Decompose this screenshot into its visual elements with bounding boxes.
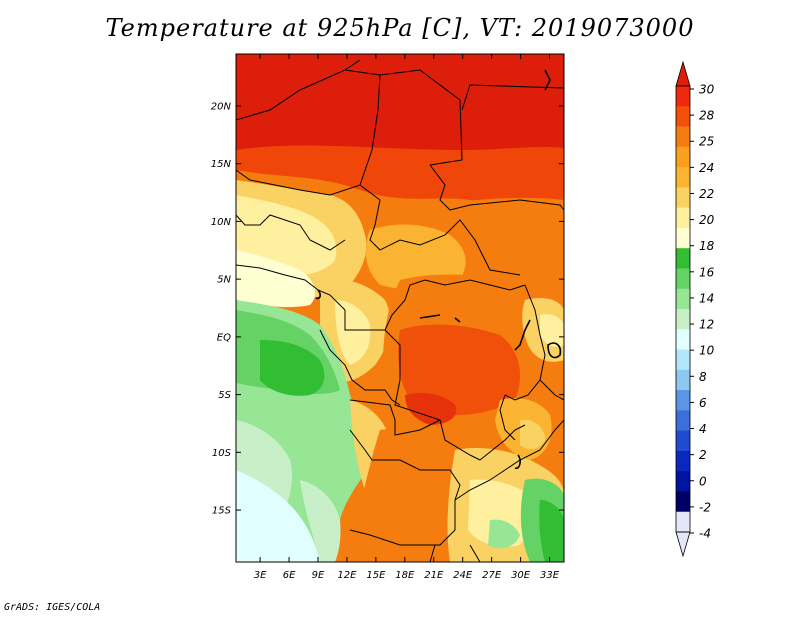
lakes-coastline (315, 69, 562, 470)
map-axes: 20N 15N 10N 5N EQ 5S 10S 15S 3E 6E 9E 12E 15E 18E 21E 2… (211, 54, 564, 581)
colorbar-label: 12 (699, 318, 714, 332)
colorbar-label: 4 (699, 422, 707, 436)
colorbar-band (676, 511, 690, 533)
colorbar-label: 18 (699, 239, 715, 253)
colorbar-label: 10 (699, 344, 715, 358)
colorbar-label: 30 (699, 83, 715, 97)
lon-tick-label: 18E (395, 570, 415, 581)
colorbar-label: 0 (699, 474, 707, 488)
lat-tick-label: 20N (211, 101, 232, 112)
colorbar-band (676, 349, 690, 371)
colorbar-label: 6 (699, 396, 707, 410)
colorbar-band (676, 491, 690, 513)
colorbar-frame (675, 85, 691, 533)
colorbar-band (676, 390, 690, 411)
lon-tick-label: 6E (283, 570, 296, 581)
colorbar-band (676, 410, 690, 432)
lat-tick-label: 5N (217, 275, 231, 286)
lon-tick-label: 27E (482, 570, 502, 581)
colorbar-label: 20 (699, 213, 715, 227)
colorbar-label: -2 (699, 500, 711, 514)
colorbar-label: 16 (699, 265, 715, 279)
credit-label: GrADS: IGES/COLA (4, 602, 101, 613)
lat-tick-label: 5S (218, 390, 231, 401)
lon-tick-label: 21E (424, 570, 444, 581)
colorbar-label: -4 (699, 527, 711, 541)
colorbar-top-arrow (675, 60, 691, 87)
colorbar-band (676, 369, 690, 391)
colorbar-band (676, 309, 690, 330)
lat-tick-label: 10N (211, 217, 232, 228)
colorbar-band (676, 268, 690, 290)
colorbar-band (676, 126, 690, 148)
colorbar-band (676, 450, 690, 472)
lon-tick-label: 33E (540, 570, 560, 581)
chart-title: Temperature at 925hPa [C], VT: 201907300… (105, 14, 695, 42)
colorbar-band (676, 248, 690, 269)
colorbar-label: 28 (699, 109, 715, 123)
colorbar-label: 14 (699, 291, 714, 305)
colorbar-bottom-arrow (675, 531, 691, 558)
lat-tick-label: 10S (212, 448, 232, 459)
colorbar-band (676, 187, 690, 209)
lon-tick-label: 12E (337, 570, 357, 581)
lat-tick-label: 15N (211, 159, 232, 170)
lon-tick-label: 9E (312, 570, 325, 581)
colorbar-band (676, 106, 690, 127)
colorbar-band (676, 207, 690, 229)
lon-tick-label: 15E (366, 570, 386, 581)
colorbar-label: 8 (699, 370, 707, 384)
colorbar-label: 2 (699, 448, 707, 462)
colorbar-label: 25 (699, 135, 714, 149)
colorbar-band (676, 86, 690, 107)
lat-tick-label: 15S (212, 506, 232, 517)
colorbar-band (676, 288, 690, 310)
colorbar-band (676, 167, 690, 188)
colorbar-label: 22 (699, 187, 714, 201)
map-field (236, 54, 564, 562)
colorbar-label: 24 (699, 161, 714, 175)
colorbar-band (676, 329, 690, 350)
country-borders (236, 59, 564, 562)
colorbar-band (676, 227, 690, 249)
colorbar-band (676, 146, 690, 168)
map-frame (235, 53, 565, 563)
colorbar-band (676, 471, 690, 492)
lon-tick-label: 3E (254, 570, 267, 581)
lon-tick-label: 30E (511, 570, 531, 581)
colorbar-band (676, 430, 690, 452)
lat-tick-label: EQ (217, 332, 231, 343)
lon-tick-label: 24E (453, 570, 473, 581)
